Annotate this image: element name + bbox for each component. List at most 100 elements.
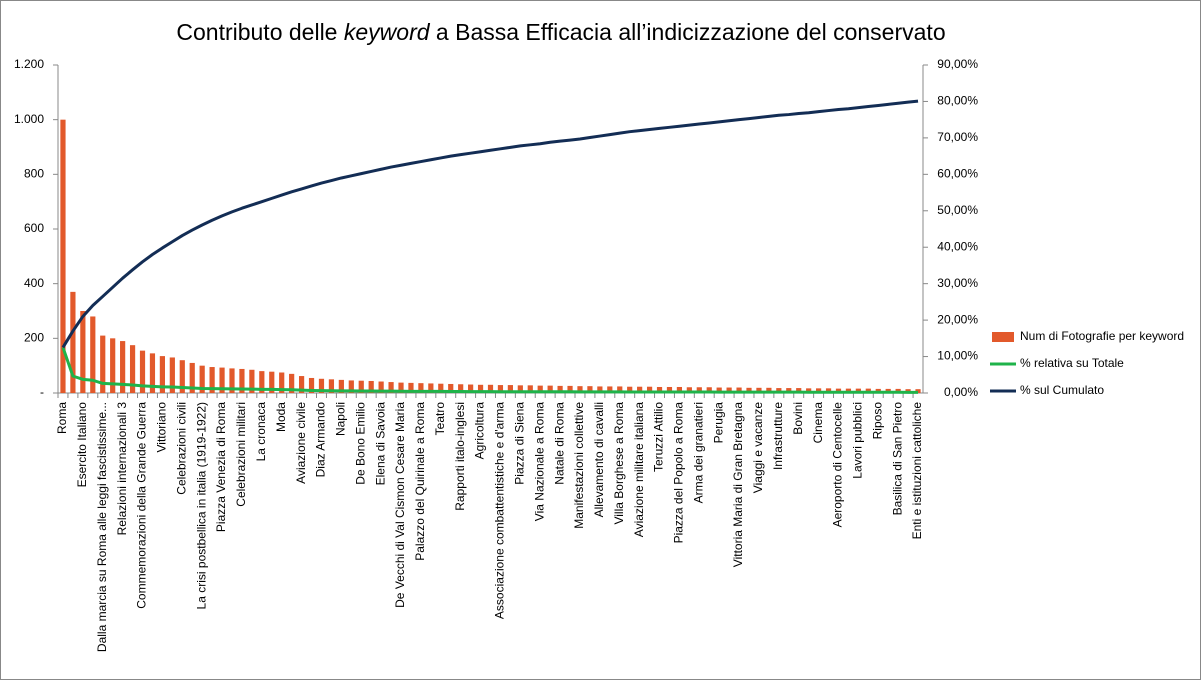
bar xyxy=(100,335,106,393)
bar xyxy=(597,386,603,393)
x-tick-label: Aviazione civile xyxy=(294,402,308,484)
bar xyxy=(527,385,533,393)
bar xyxy=(308,377,315,393)
x-tick-label: Allevamento di cavalli xyxy=(592,402,606,517)
x-tick-label: Roma xyxy=(55,402,69,434)
bar xyxy=(229,368,235,393)
bar xyxy=(567,385,573,393)
x-tick-label: Vittoria Maria di Gran Bretagna xyxy=(731,402,745,568)
bar xyxy=(249,369,255,393)
x-tick-label: Esercito Italiano xyxy=(75,402,89,488)
x-tick-label: Vittoriano xyxy=(155,402,169,453)
title-part: Contributo delle xyxy=(176,19,344,45)
bar xyxy=(458,384,464,393)
bar xyxy=(716,387,722,393)
x-tick-label: Rapporti italo-inglesi xyxy=(453,402,467,511)
x-tick-label: De Bono Emilio xyxy=(353,402,367,485)
y-tick-label: 800 xyxy=(24,167,44,181)
bar xyxy=(358,380,364,393)
x-tick-label: Via Nazionale a Roma xyxy=(532,402,546,522)
bar xyxy=(298,376,305,393)
x-tick-label: Basilica di San Pietro xyxy=(890,402,904,516)
x-tick-label: Perugia xyxy=(711,402,725,444)
x-tick-label: Lavori pubblici xyxy=(851,402,865,479)
y2-tick-label: 0,00% xyxy=(944,385,978,399)
x-tick-label: Commemorazioni della Grande Guerra xyxy=(135,402,149,609)
bar xyxy=(487,384,494,393)
bar xyxy=(507,385,513,393)
x-tick-label: La cronaca xyxy=(254,402,268,462)
bar xyxy=(348,380,354,393)
bar xyxy=(497,385,504,393)
bar xyxy=(786,388,792,393)
x-tick-label: Viaggi e vacanze xyxy=(751,402,765,494)
y-tick-label: 400 xyxy=(24,276,44,290)
bar xyxy=(627,386,633,393)
x-tick-label: Arma dei granatieri xyxy=(691,402,705,503)
x-tick-label: Dalla marcia su Roma alle leggi fascisti… xyxy=(95,402,109,652)
bar xyxy=(219,367,225,393)
bar xyxy=(338,379,344,393)
x-tick-label: Villa Borghese a Roma xyxy=(612,402,626,525)
bar xyxy=(289,373,295,393)
bar xyxy=(825,388,832,393)
bar xyxy=(646,386,653,393)
x-tick-label: Aeroporto di Centocelle xyxy=(831,402,845,528)
x-tick-label: La crisi postbellica in italia (1919-192… xyxy=(194,402,208,609)
bar xyxy=(318,378,325,393)
bar xyxy=(149,353,156,393)
bar xyxy=(378,381,384,393)
bar xyxy=(696,387,702,393)
y2-tick-label: 90,00% xyxy=(937,57,978,71)
bar xyxy=(90,316,96,393)
bar xyxy=(139,350,146,393)
bar xyxy=(368,380,374,393)
y2-tick-label: 70,00% xyxy=(937,130,978,144)
x-tick-label: Cinema xyxy=(811,402,825,444)
bar xyxy=(666,386,673,393)
y2-tick-label: 50,00% xyxy=(937,203,978,217)
x-tick-label: Elena di Savoia xyxy=(373,402,387,486)
bar xyxy=(209,367,215,393)
y2-tick-label: 80,00% xyxy=(937,94,978,108)
bar xyxy=(189,362,195,393)
bar xyxy=(408,382,414,393)
x-tick-label: Riposo xyxy=(870,402,884,440)
chart-title: Contributo delle keyword a Bassa Efficac… xyxy=(176,19,945,45)
bar xyxy=(776,388,782,393)
bar xyxy=(816,388,822,393)
bar xyxy=(239,368,245,393)
bar xyxy=(656,386,663,393)
legend-swatch xyxy=(992,332,1014,342)
x-tick-label: Teruzzi Attilio xyxy=(652,402,666,472)
bar xyxy=(398,382,404,393)
bar xyxy=(448,383,454,393)
bar xyxy=(766,387,772,393)
bar xyxy=(607,386,613,393)
x-tick-label: Natale di Roma xyxy=(552,402,566,485)
x-tick-label: Aviazione militare italiana xyxy=(632,402,646,538)
bar xyxy=(438,383,444,393)
y2-tick-label: 20,00% xyxy=(937,312,978,326)
bar xyxy=(159,356,165,393)
x-tick-label: Celebrazioni civili xyxy=(174,402,188,495)
bar xyxy=(706,387,712,393)
x-tick-label: Piazza Venezia di Roma xyxy=(214,402,228,532)
y2-tick-label: 40,00% xyxy=(937,239,978,253)
x-tick-label: Associazione combattentistiche e d'arma xyxy=(493,402,507,619)
bar xyxy=(547,385,553,393)
x-tick-label: Palazzo del Quirinale a Roma xyxy=(413,402,427,561)
y2-tick-label: 30,00% xyxy=(937,276,978,290)
x-tick-label: Infrastrutture xyxy=(771,402,785,470)
bar xyxy=(477,384,484,393)
x-tick-label: Relazioni internazionali 3 xyxy=(115,402,129,536)
bar xyxy=(756,387,762,393)
y-tick-label: 1.000 xyxy=(14,112,44,126)
bar xyxy=(617,386,623,393)
x-tick-label: Moda xyxy=(274,402,288,432)
bar xyxy=(468,384,474,393)
bar xyxy=(746,387,752,393)
title-italic: keyword xyxy=(344,19,431,45)
x-tick-label: Celebrazioni militari xyxy=(234,402,248,507)
bar xyxy=(120,341,126,393)
